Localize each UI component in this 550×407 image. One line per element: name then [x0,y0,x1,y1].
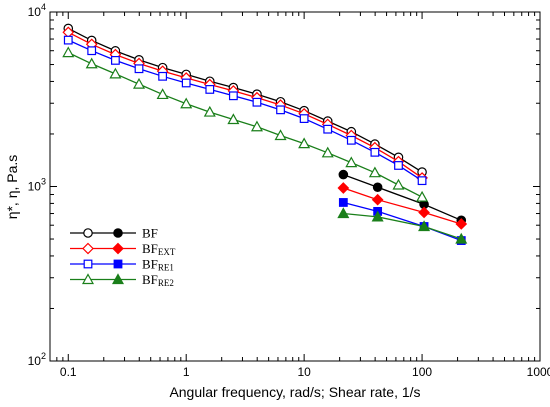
legend-label: BFRE2 [142,272,174,288]
oscillatory-line [67,52,423,198]
data-series [62,23,468,245]
legend-filled-marker [113,228,123,238]
oscillatory-point [228,91,238,101]
x-tick-label: 10 [297,365,311,379]
series-bfre1 [63,35,466,245]
oscillatory-point [180,97,193,109]
steady-line [343,173,462,221]
x-tick-label: 1 [183,365,190,379]
series-bfre2 [62,46,468,244]
oscillatory-point [158,71,168,81]
oscillatory-point [299,114,309,123]
oscillatory-point [205,85,215,94]
oscillatory-point [111,56,120,65]
oscillatory-point [87,46,97,56]
oscillatory-point [298,137,311,149]
oscillatory-point [276,105,285,115]
steady-line [343,201,462,242]
legend-item: BFRE1 [70,257,174,273]
legend-item: BF [70,226,158,241]
legend-filled-marker [113,259,123,269]
legend-open-marker [83,228,93,238]
legend-open-marker [81,273,95,285]
series-bf [63,23,467,226]
oscillatory-point [321,146,334,158]
oscillatory-point [368,166,381,178]
steady-point [418,206,430,219]
oscillatory-point [181,78,191,88]
oscillatory-point [203,105,216,117]
steady-point [455,218,468,230]
steady-point [338,169,349,180]
steady-point [371,193,384,206]
oscillatory-point [345,156,358,168]
legend-filled-marker [112,242,124,255]
legend-item: BFEXT [70,241,176,257]
oscillatory-point [62,46,75,58]
oscillatory-point [394,161,403,170]
oscillatory-line [67,31,423,179]
x-tick-label: 0.1 [60,365,77,379]
oscillatory-point [250,120,263,132]
steady-point [371,210,384,222]
steady-point [338,198,348,207]
steady-point [418,220,431,232]
legend-label: BF [142,226,158,241]
oscillatory-line [68,39,423,182]
steady-point [372,182,383,193]
series-bfext [62,26,468,230]
oscillatory-point [392,178,405,190]
oscillatory-point [417,176,427,186]
oscillatory-point [109,67,122,79]
legend-filled-marker [111,273,125,285]
steady-point [337,207,350,219]
oscillatory-point [63,35,73,45]
y-tick-label: 104 [28,2,46,19]
legend-open-marker [82,242,94,255]
oscillatory-point [370,147,380,157]
oscillatory-point [156,88,169,100]
oscillatory-point [132,77,146,89]
y-axis-title: η*, η, Pa.s [4,155,20,220]
legend-item: BFRE2 [70,272,174,288]
steady-line [343,187,462,225]
oscillatory-point [274,129,287,141]
legend-open-marker [83,259,93,269]
oscillatory-point [227,113,240,125]
oscillatory-point [134,64,144,74]
plot-frame [49,11,541,362]
oscillatory-point [252,97,262,107]
steady-point [337,182,350,194]
oscillatory-point [323,124,333,134]
x-axis-title: Angular frequency, rad/s; Shear rate, 1/… [169,384,420,400]
y-tick-label: 102 [28,351,46,368]
oscillatory-line [67,27,423,173]
oscillatory-point [346,135,356,145]
steady-point [455,232,468,244]
axis-ticks: 0.1 1 10 100 1000 102 103 104 [28,2,550,379]
x-tick-label: 100 [412,365,432,379]
y-tick-label: 103 [28,177,46,194]
x-tick-label: 1000 [527,365,550,379]
oscillatory-point [416,190,429,202]
steady-line [343,212,462,240]
legend-label: BFRE1 [142,257,174,273]
legend-label: BFEXT [142,241,176,257]
oscillatory-point [85,57,98,69]
